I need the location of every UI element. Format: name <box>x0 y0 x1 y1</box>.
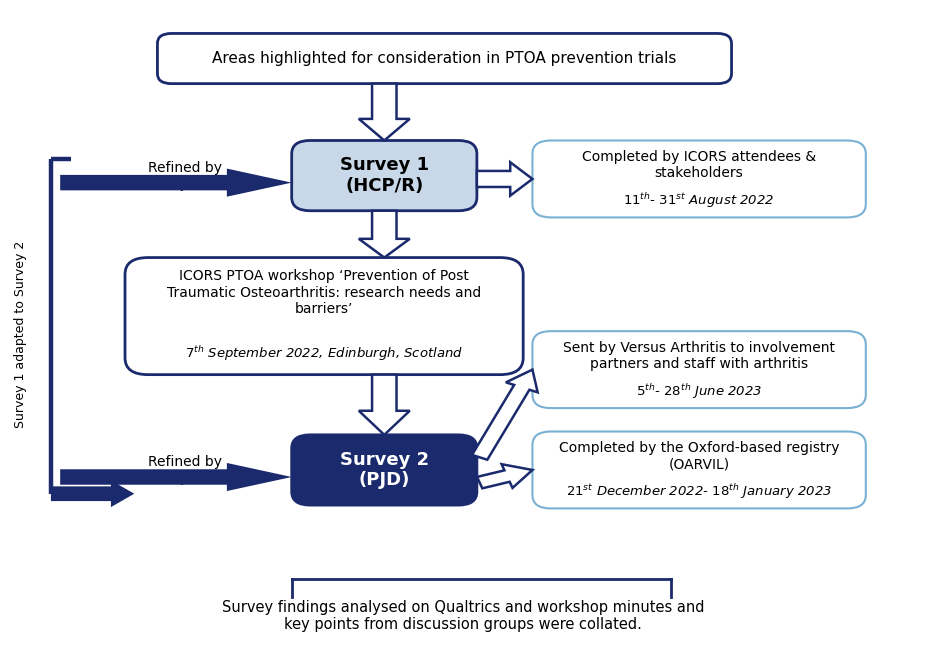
Text: $7^{th}$ September 2022, Edinburgh, Scotland: $7^{th}$ September 2022, Edinburgh, Scot… <box>185 344 463 363</box>
Polygon shape <box>51 480 134 507</box>
Text: $11^{th}$- $31^{st}$ August 2022: $11^{th}$- $31^{st}$ August 2022 <box>623 191 775 210</box>
Text: Sent by Versus Arthritis to involvement
partners and staff with arthritis: Sent by Versus Arthritis to involvement … <box>563 341 835 371</box>
FancyBboxPatch shape <box>532 331 866 408</box>
Polygon shape <box>477 162 532 195</box>
Polygon shape <box>472 369 538 460</box>
Polygon shape <box>60 463 292 491</box>
Text: Survey 1 adapted to Survey 2: Survey 1 adapted to Survey 2 <box>14 241 27 428</box>
Polygon shape <box>359 375 410 435</box>
FancyBboxPatch shape <box>532 432 866 508</box>
Polygon shape <box>477 464 532 488</box>
Text: Completed by ICORS attendees &
stakeholders: Completed by ICORS attendees & stakehold… <box>582 150 816 180</box>
Polygon shape <box>60 169 292 197</box>
Text: Completed by the Oxford-based registry
(OARVIL): Completed by the Oxford-based registry (… <box>559 441 839 471</box>
Text: Survey 1
(HCP/R): Survey 1 (HCP/R) <box>340 157 429 195</box>
Text: Survey findings analysed on Qualtrics and workshop minutes and
key points from d: Survey findings analysed on Qualtrics an… <box>221 600 705 632</box>
FancyBboxPatch shape <box>292 140 477 211</box>
Text: ICORS PTOA workshop ‘Prevention of Post
Traumatic Osteoarthritis: research needs: ICORS PTOA workshop ‘Prevention of Post … <box>167 270 482 316</box>
Text: Survey 2
(PJD): Survey 2 (PJD) <box>340 451 429 489</box>
Text: $21^{st}$ December 2022- $18^{th}$ January 2023: $21^{st}$ December 2022- $18^{th}$ Janua… <box>566 482 832 501</box>
Polygon shape <box>359 211 410 258</box>
FancyBboxPatch shape <box>292 435 477 505</box>
FancyBboxPatch shape <box>532 140 866 217</box>
Text: Areas highlighted for consideration in PTOA prevention trials: Areas highlighted for consideration in P… <box>212 51 677 66</box>
Text: Refined by
PJD: Refined by PJD <box>148 455 222 486</box>
Text: Refined by
PJD: Refined by PJD <box>148 161 222 191</box>
Text: $5^{th}$- $28^{th}$ June 2023: $5^{th}$- $28^{th}$ June 2023 <box>636 382 762 401</box>
Polygon shape <box>359 84 410 140</box>
FancyBboxPatch shape <box>125 258 523 375</box>
FancyBboxPatch shape <box>157 33 732 84</box>
